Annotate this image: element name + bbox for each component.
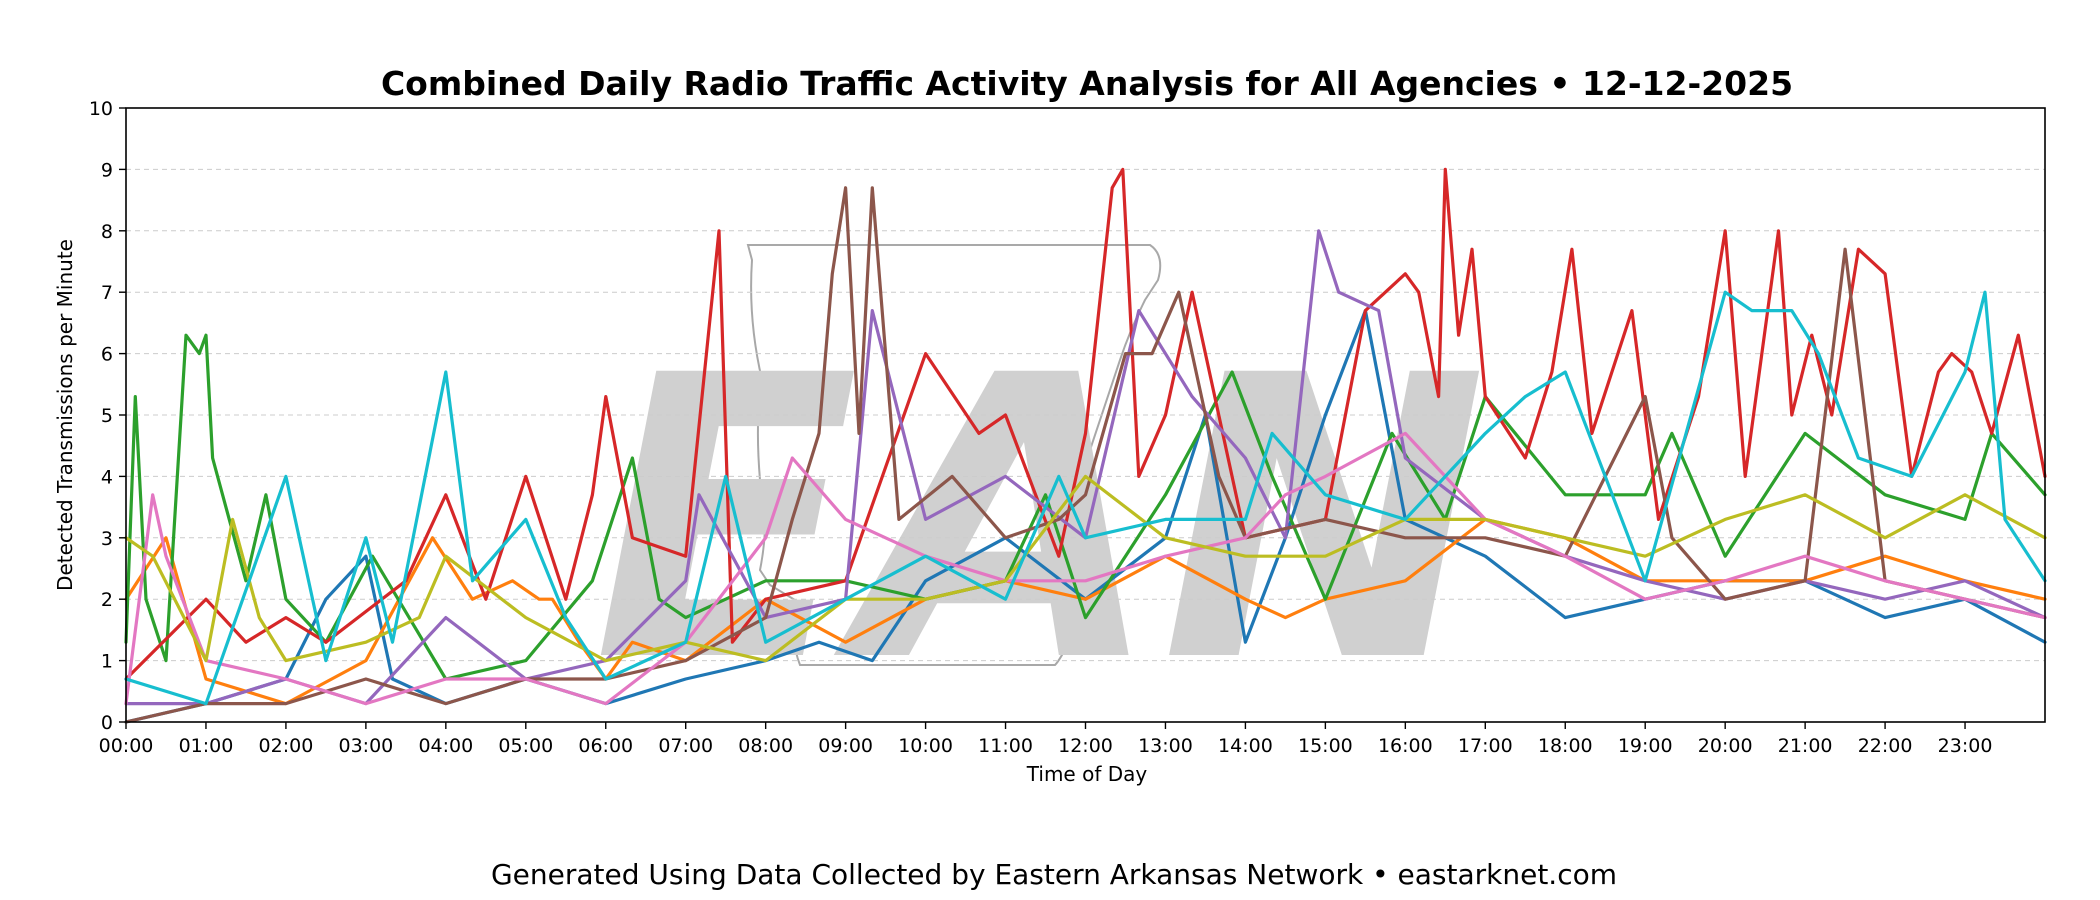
x-tick-label: 09:00	[818, 735, 873, 757]
axes: 0 1 2 3 4 5 6 7 8 9 10 00:00 01:00 02:00 03:00 04:00 05:…	[89, 98, 2046, 757]
x-tick-label: 12:00	[1058, 735, 1113, 757]
x-tick-label: 16:00	[1378, 735, 1433, 757]
gridlines	[126, 168, 2045, 662]
x-tick-label: 17:00	[1458, 735, 1513, 757]
x-tick-label: 06:00	[578, 735, 633, 757]
y-tick-label: 7	[101, 282, 113, 304]
footer-credit: Generated Using Data Collected by Easter…	[491, 858, 1617, 891]
x-tick-label: 11:00	[978, 735, 1033, 757]
x-tick-label: 18:00	[1538, 735, 1593, 757]
series-line-2	[124, 517, 2047, 706]
x-tick-label: 07:00	[658, 735, 713, 757]
x-tick-label: 20:00	[1698, 735, 1753, 757]
y-axis-label: Detected Transmissions per Minute	[53, 239, 77, 591]
x-tick-label: 22:00	[1858, 735, 1913, 757]
y-tick-label: 6	[101, 344, 113, 366]
series-line-9	[124, 290, 2047, 706]
x-tick-label: 23:00	[1938, 735, 1993, 757]
x-tick-label: 13:00	[1138, 735, 1193, 757]
x-tick-label: 21:00	[1778, 735, 1833, 757]
x-tick-label: 10:00	[898, 735, 953, 757]
y-tick-label: 8	[101, 221, 113, 243]
series-line-8	[124, 474, 2047, 663]
watermark-state-outline	[746, 244, 1162, 666]
series-lines	[124, 167, 2047, 724]
x-tick-label: 15:00	[1298, 735, 1353, 757]
y-tick-label: 3	[101, 528, 113, 550]
x-tick-label: 08:00	[738, 735, 793, 757]
y-tick-label: 10	[89, 98, 113, 120]
y-tick-label: 2	[101, 589, 113, 611]
y-tick-label: 9	[101, 159, 113, 181]
y-tick-label: 1	[101, 651, 113, 673]
x-tick-label: 02:00	[259, 735, 314, 757]
chart-title: Combined Daily Radio Traffic Activity An…	[381, 64, 1793, 103]
y-tick-label: 0	[101, 712, 113, 734]
x-tick-label: 14:00	[1218, 735, 1273, 757]
x-tick-label: 00:00	[99, 735, 154, 757]
y-tick-label: 5	[101, 405, 113, 427]
x-tick-label: 03:00	[338, 735, 393, 757]
x-axis-label: Time of Day	[1026, 762, 1148, 786]
y-tick-label: 4	[101, 466, 113, 488]
x-tick-label: 05:00	[498, 735, 553, 757]
x-tick-label: 04:00	[418, 735, 473, 757]
x-tick-label: 19:00	[1618, 735, 1673, 757]
x-tick-label: 01:00	[179, 735, 234, 757]
